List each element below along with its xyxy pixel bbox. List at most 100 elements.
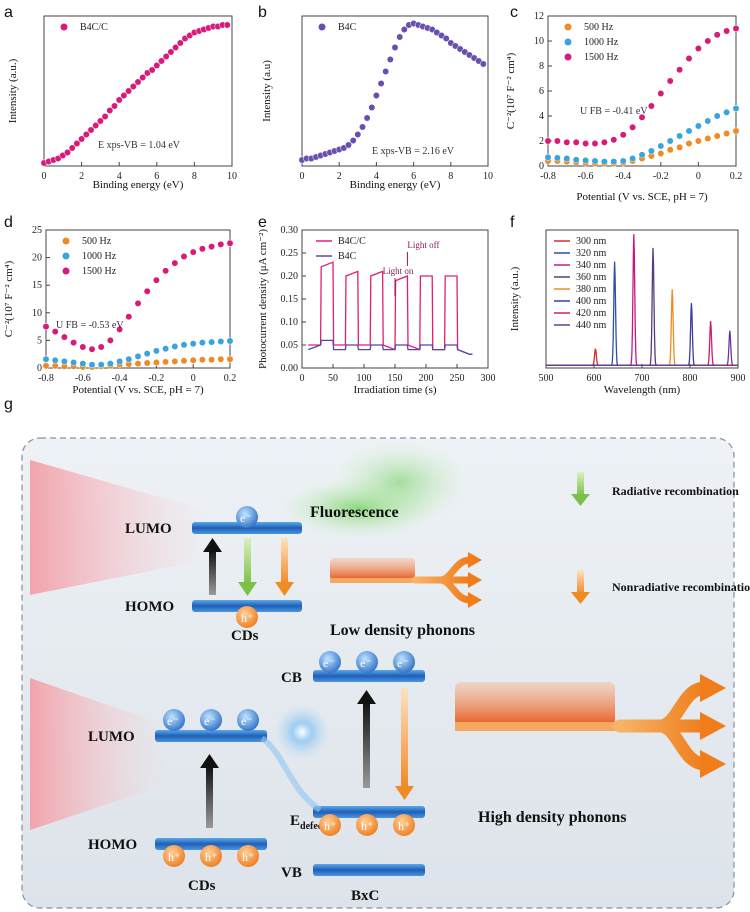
data-point — [732, 25, 740, 32]
electron-top — [236, 506, 258, 528]
legend-label: B4C — [338, 251, 357, 262]
spectrum-line-440nm — [546, 330, 738, 366]
data-point — [582, 140, 590, 147]
data-point — [180, 341, 188, 349]
chart-a: 0 2 4 6 8 10 Binding energy (eV) Intensity (a.u… — [7, 15, 237, 191]
legend-label: B4C/C — [80, 22, 108, 33]
data-point — [116, 357, 124, 365]
excitation-arrow-cb — [363, 702, 370, 788]
defect-level — [313, 806, 425, 818]
legend-label: 400 nm — [576, 296, 607, 307]
high-fork-tip-3 — [700, 750, 726, 778]
data-point — [694, 137, 702, 145]
y-tick-label: 25 — [32, 225, 42, 236]
legend-label: 1000 Hz — [584, 37, 619, 48]
data-point — [572, 138, 580, 146]
data-point — [64, 149, 71, 156]
y-tick-label: 0.05 — [281, 340, 299, 351]
x-tick-label: 8 — [192, 171, 197, 182]
low-fork-tip-2 — [468, 572, 482, 588]
data-point — [162, 267, 170, 275]
lumo-label-bottom: LUMO — [88, 729, 135, 745]
radiative-legend-arrow — [577, 472, 584, 496]
x-tick-label: -0.8 — [38, 373, 54, 384]
legend-label: 1500 Hz — [82, 266, 117, 277]
cb-label: CB — [281, 670, 302, 686]
plot-area-d: -0.8 -0.6 -0.4 -0.2 0 0.2 0 5 10 15 20 25 Potential … — [3, 225, 236, 396]
data-point — [619, 131, 627, 139]
x-tick-label: 4 — [117, 171, 122, 182]
data-point — [152, 347, 160, 355]
homo-level-bottom — [155, 838, 267, 850]
x-tick-label: 2 — [337, 171, 342, 182]
x-axis-label: Irradiation time (s) — [353, 384, 436, 396]
data-point — [148, 66, 156, 74]
panel-g-letter: g — [4, 396, 13, 413]
data-point — [208, 356, 216, 364]
data-point — [60, 333, 68, 341]
data-point — [553, 137, 561, 145]
y-tick-label: 10 — [32, 308, 42, 319]
data-point — [217, 338, 225, 345]
data-point — [143, 350, 151, 358]
panel-d-letter: d — [4, 214, 13, 231]
y-axis-label: Intensity (a.u.) — [7, 58, 19, 123]
plot-area-a: 0 2 4 6 8 10 Binding energy (eV) Intensity (a.u… — [7, 15, 237, 191]
schematic-diagram: LUMO HOMO CDs e⁻ h⁺ Fluorescence Low den… — [21, 437, 750, 909]
data-point — [713, 112, 721, 120]
data-point — [591, 157, 599, 165]
fluorescence-cloud — [330, 440, 470, 524]
y-tick-label: 0.00 — [281, 363, 299, 374]
data-point — [115, 96, 123, 104]
data-point — [198, 356, 206, 364]
chart-e: 0 50 100 150 200 250 300 0.00 0.05 0.10 0.15 0.20 0.… — [257, 225, 496, 396]
plot-area-f: 500 600 700 800 900 Wavelength (nm) Intensity … — [509, 229, 746, 396]
x-tick-label: 8 — [448, 171, 453, 182]
data-point — [713, 31, 721, 39]
data-point — [638, 113, 646, 121]
x-tick-label: 6 — [411, 171, 416, 182]
data-point — [223, 21, 231, 29]
data-point — [143, 359, 151, 367]
data-point — [704, 37, 712, 45]
legend-label: 380 nm — [576, 284, 607, 295]
nonradiative-arrow-top — [281, 538, 288, 584]
data-point — [619, 157, 627, 165]
legend-label: 340 nm — [576, 260, 607, 271]
data-point — [78, 135, 86, 143]
data-point — [68, 144, 76, 152]
y-axis-label: Intensity (a.u) — [261, 60, 273, 122]
chart-f: 500 600 700 800 900 Wavelength (nm) Intensity … — [509, 229, 746, 396]
data-point — [152, 359, 160, 366]
legend-label: 300 nm — [576, 236, 607, 247]
excitation-arrowhead-cb — [357, 690, 376, 704]
annotation-label: E xps-VB = 2.16 eV — [372, 146, 455, 157]
cb-electrons: e⁻ e⁻ e⁻ — [319, 651, 415, 673]
data-point — [377, 80, 385, 87]
data-point — [732, 127, 740, 135]
annotation-label: U FB = -0.53 eV — [56, 320, 124, 331]
x-tick-label: -0.6 — [578, 171, 594, 182]
chart-b: 0 2 4 6 8 10 Binding energy (eV) Intensity (a.u… — [261, 15, 493, 191]
electron — [319, 651, 341, 673]
light-beam-top — [30, 460, 205, 595]
data-point — [349, 137, 357, 144]
annotation-label: E xps-VB = 1.04 eV — [98, 140, 181, 151]
data-point — [51, 328, 59, 336]
data-point — [125, 355, 133, 363]
y-tick-label: 15 — [32, 280, 42, 291]
data-point — [723, 130, 731, 137]
cds-label-bottom: CDs — [188, 878, 216, 894]
electron-symbol: e⁻ — [241, 714, 253, 728]
data-point — [167, 48, 175, 56]
data-point — [42, 355, 50, 363]
data-point — [180, 253, 188, 260]
data-point — [694, 122, 702, 130]
x-axis-label: Potential (V vs. SCE, pH = 7) — [72, 384, 204, 396]
high-phonon-fork — [613, 681, 712, 771]
excitation-arrow-top — [209, 550, 216, 595]
data-point — [129, 83, 137, 90]
charge-transfer-stream — [260, 735, 322, 813]
radiative-arrow-top — [244, 538, 251, 584]
y-tick-label: 5 — [37, 335, 42, 346]
